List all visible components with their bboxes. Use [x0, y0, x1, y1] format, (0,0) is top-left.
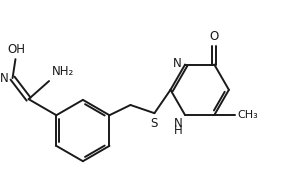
Text: O: O	[210, 31, 219, 44]
Text: N: N	[173, 57, 181, 70]
Text: CH₃: CH₃	[237, 110, 258, 120]
Text: OH: OH	[7, 43, 25, 56]
Text: NH₂: NH₂	[51, 65, 74, 78]
Text: N: N	[173, 117, 182, 129]
Text: S: S	[151, 117, 158, 130]
Text: N: N	[0, 72, 8, 85]
Text: H: H	[173, 125, 182, 138]
